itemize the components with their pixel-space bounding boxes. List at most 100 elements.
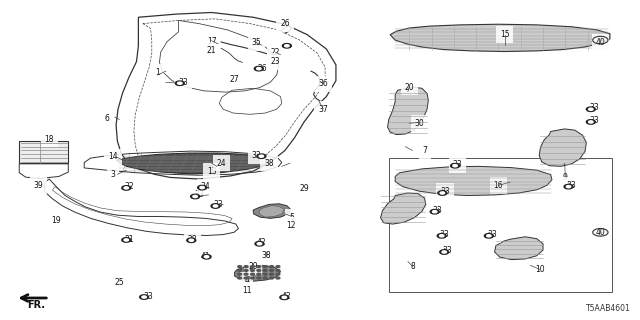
Text: 6: 6 bbox=[104, 114, 109, 123]
Text: 33: 33 bbox=[589, 116, 599, 125]
Circle shape bbox=[124, 239, 129, 241]
Text: 30: 30 bbox=[415, 119, 424, 128]
Circle shape bbox=[586, 107, 595, 111]
Circle shape bbox=[175, 81, 184, 85]
Circle shape bbox=[238, 273, 242, 275]
Text: 20: 20 bbox=[404, 83, 414, 92]
Text: 33: 33 bbox=[440, 230, 449, 239]
Text: 21: 21 bbox=[207, 46, 216, 55]
Circle shape bbox=[589, 108, 593, 110]
Text: 35: 35 bbox=[252, 38, 261, 47]
Circle shape bbox=[589, 121, 593, 123]
Circle shape bbox=[250, 266, 254, 268]
Circle shape bbox=[259, 155, 264, 157]
Text: 38: 38 bbox=[264, 159, 274, 168]
Circle shape bbox=[255, 242, 264, 246]
Circle shape bbox=[204, 256, 209, 258]
Circle shape bbox=[250, 273, 254, 275]
Circle shape bbox=[142, 296, 147, 298]
Text: 33: 33 bbox=[440, 187, 450, 196]
Circle shape bbox=[440, 235, 444, 237]
Circle shape bbox=[269, 269, 273, 271]
Circle shape bbox=[564, 184, 573, 189]
Polygon shape bbox=[19, 141, 68, 163]
Circle shape bbox=[257, 243, 262, 245]
Circle shape bbox=[187, 238, 196, 243]
Text: 32: 32 bbox=[124, 182, 134, 191]
Text: 29: 29 bbox=[300, 184, 309, 193]
Circle shape bbox=[276, 266, 280, 268]
Text: 10: 10 bbox=[535, 265, 545, 274]
Polygon shape bbox=[495, 237, 543, 260]
Circle shape bbox=[282, 44, 291, 48]
Polygon shape bbox=[390, 24, 610, 52]
Circle shape bbox=[257, 68, 261, 70]
Circle shape bbox=[263, 266, 267, 268]
Circle shape bbox=[238, 266, 242, 268]
Circle shape bbox=[276, 273, 280, 275]
Circle shape bbox=[122, 238, 131, 242]
Text: 41: 41 bbox=[200, 252, 210, 261]
Polygon shape bbox=[253, 204, 291, 218]
Circle shape bbox=[244, 277, 248, 279]
Circle shape bbox=[566, 186, 571, 188]
Circle shape bbox=[433, 211, 437, 213]
Text: 33: 33 bbox=[213, 200, 223, 209]
Circle shape bbox=[263, 273, 267, 275]
Text: 22: 22 bbox=[271, 48, 280, 57]
Text: 11: 11 bbox=[242, 285, 252, 295]
Text: 16: 16 bbox=[493, 181, 503, 190]
Text: 38: 38 bbox=[261, 251, 271, 260]
Circle shape bbox=[191, 194, 200, 199]
Circle shape bbox=[484, 234, 493, 238]
Circle shape bbox=[451, 164, 460, 168]
Text: 37: 37 bbox=[318, 105, 328, 114]
Circle shape bbox=[257, 154, 266, 158]
Text: T5AAB4601: T5AAB4601 bbox=[586, 304, 631, 313]
Circle shape bbox=[586, 120, 595, 124]
Polygon shape bbox=[259, 206, 284, 217]
Circle shape bbox=[244, 273, 248, 275]
Circle shape bbox=[254, 67, 263, 71]
Text: 33: 33 bbox=[589, 103, 599, 112]
Text: 33: 33 bbox=[252, 151, 261, 160]
Circle shape bbox=[177, 82, 182, 84]
Circle shape bbox=[280, 295, 289, 300]
Circle shape bbox=[257, 273, 260, 275]
Circle shape bbox=[276, 277, 280, 279]
Circle shape bbox=[269, 277, 273, 279]
Circle shape bbox=[238, 277, 242, 279]
Text: 1: 1 bbox=[155, 68, 160, 77]
Circle shape bbox=[193, 196, 197, 197]
Text: 39: 39 bbox=[33, 181, 44, 190]
Circle shape bbox=[437, 234, 446, 238]
Polygon shape bbox=[235, 265, 280, 281]
Circle shape bbox=[453, 164, 458, 167]
Circle shape bbox=[250, 277, 254, 279]
Text: 25: 25 bbox=[115, 278, 124, 287]
Circle shape bbox=[257, 277, 260, 279]
Text: 33: 33 bbox=[443, 246, 452, 255]
Text: 31: 31 bbox=[124, 235, 134, 244]
Circle shape bbox=[269, 273, 273, 275]
Text: 19: 19 bbox=[51, 216, 60, 225]
Circle shape bbox=[244, 266, 248, 268]
Circle shape bbox=[257, 269, 260, 271]
Text: 42: 42 bbox=[282, 292, 292, 301]
Text: 33: 33 bbox=[194, 190, 204, 199]
Text: FR.: FR. bbox=[27, 300, 45, 309]
Text: 12: 12 bbox=[287, 220, 296, 229]
Text: 24: 24 bbox=[216, 159, 226, 168]
Text: 18: 18 bbox=[44, 135, 54, 144]
Text: 3: 3 bbox=[111, 170, 115, 179]
Circle shape bbox=[430, 210, 439, 214]
Text: 33: 33 bbox=[567, 181, 577, 190]
Circle shape bbox=[269, 266, 273, 268]
Circle shape bbox=[238, 269, 242, 271]
Text: 8: 8 bbox=[410, 262, 415, 271]
Circle shape bbox=[263, 269, 267, 271]
Polygon shape bbox=[381, 193, 426, 224]
Circle shape bbox=[122, 186, 131, 190]
Circle shape bbox=[285, 45, 289, 47]
Text: 23: 23 bbox=[271, 57, 280, 66]
